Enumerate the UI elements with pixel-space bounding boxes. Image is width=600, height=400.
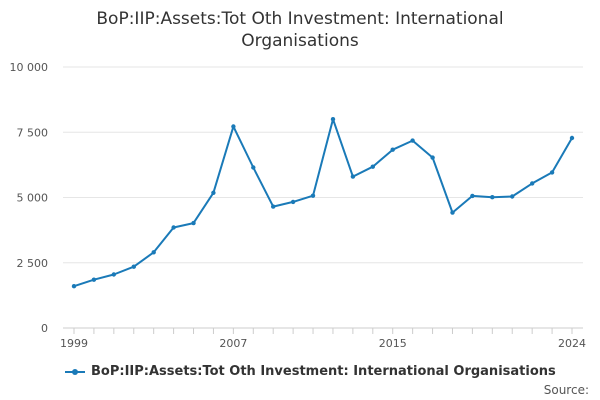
y-tick-label: 2 500 — [17, 257, 49, 270]
y-tick-label: 5 000 — [17, 192, 49, 205]
data-point[interactable] — [350, 174, 356, 179]
data-point[interactable] — [211, 190, 216, 195]
data-point[interactable] — [410, 138, 415, 143]
data-point[interactable] — [91, 277, 97, 282]
series-line — [73, 118, 573, 288]
y-tick-label: 7 500 — [17, 126, 49, 139]
legend-label: BoP:IIP:Assets:Tot Oth Investment: Inter… — [91, 364, 556, 379]
data-point[interactable] — [330, 117, 336, 122]
x-tick-label: 2024 — [558, 337, 586, 350]
data-point[interactable] — [510, 194, 515, 199]
data-point[interactable] — [470, 193, 475, 199]
data-point[interactable] — [231, 124, 236, 129]
data-point[interactable] — [290, 199, 296, 205]
data-point[interactable] — [310, 193, 316, 198]
data-point[interactable] — [271, 204, 276, 209]
axis-layer: 0 2 500 5 000 7 500 10 000 1999 2007 2015 2024 — [10, 61, 587, 350]
data-point[interactable] — [390, 147, 395, 152]
data-point[interactable] — [450, 210, 455, 215]
grid-layer — [63, 66, 583, 264]
data-point[interactable] — [490, 195, 495, 200]
chart-title: BoP:IIP:Assets:Tot Oth Investment: Inter… — [96, 9, 504, 51]
x-tick-label: 2007 — [219, 337, 247, 350]
series-layer — [71, 117, 575, 289]
data-point[interactable] — [430, 155, 435, 160]
data-point[interactable] — [191, 220, 196, 226]
data-point[interactable] — [251, 165, 256, 170]
data-point[interactable] — [151, 250, 156, 255]
x-tick-label: 1999 — [60, 337, 88, 350]
data-point[interactable] — [71, 284, 77, 289]
y-tick-label: 0 — [41, 322, 48, 335]
data-point[interactable] — [549, 170, 555, 175]
legend-series-icon — [65, 366, 85, 378]
y-tick-label: 10 000 — [10, 61, 49, 74]
legend[interactable]: BoP:IIP:Assets:Tot Oth Investment: Inter… — [65, 364, 556, 379]
x-tick-label: 2015 — [379, 337, 407, 350]
source-label: Source: — [543, 383, 589, 397]
data-point[interactable] — [111, 272, 117, 277]
data-point[interactable] — [530, 181, 535, 186]
data-point[interactable] — [370, 164, 375, 169]
data-point[interactable] — [569, 135, 575, 141]
data-point[interactable] — [171, 225, 176, 230]
data-point[interactable] — [131, 264, 136, 269]
